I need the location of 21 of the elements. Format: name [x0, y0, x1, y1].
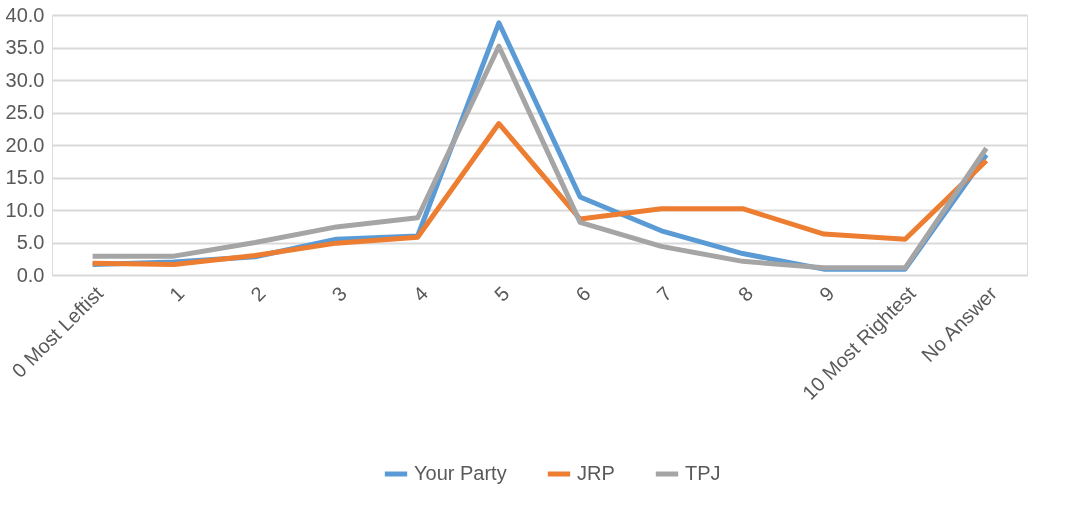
y-tick-label: 30.0 — [5, 68, 45, 91]
y-tick-label: 0.0 — [16, 263, 45, 286]
legend-label: TPJ — [685, 462, 721, 484]
legend-label: Your Party — [414, 462, 507, 484]
y-tick-label: 10.0 — [5, 198, 45, 221]
x-tick-label: 1 — [165, 282, 189, 306]
y-tick-label: 20.0 — [5, 133, 45, 156]
x-tick-label: 6 — [571, 282, 595, 306]
y-tick-label: 5.0 — [16, 231, 45, 253]
x-tick-label: 2 — [246, 282, 270, 306]
legend-label: JRP — [577, 462, 615, 484]
y-tick-label: 15.0 — [5, 166, 45, 188]
y-tick-label: 25.0 — [5, 101, 45, 123]
y-tick-label: 40.0 — [5, 3, 45, 26]
y-tick-label: 35.0 — [5, 36, 45, 58]
x-tick-label: 5 — [490, 282, 514, 306]
x-tick-label: 3 — [327, 282, 352, 306]
x-tick-label: 4 — [408, 282, 433, 306]
x-tick-label: 7 — [652, 282, 677, 306]
x-tick-label: 8 — [733, 282, 758, 306]
x-tick-label: 9 — [815, 282, 839, 306]
